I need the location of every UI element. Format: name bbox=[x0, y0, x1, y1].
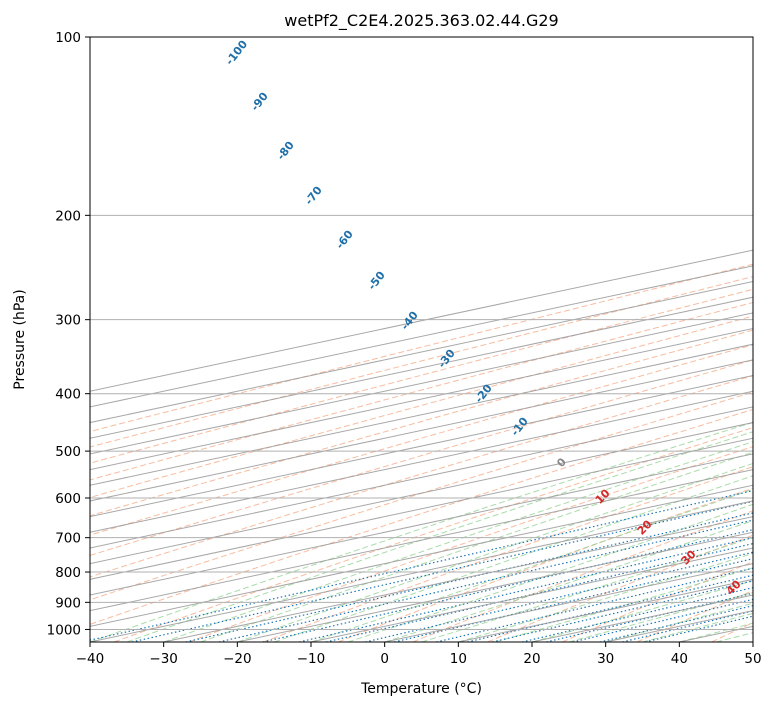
moist-adiabat bbox=[495, 567, 753, 642]
mixing-ratio-line bbox=[365, 551, 753, 642]
mixing-ratio-line bbox=[645, 615, 753, 642]
isotherm-line bbox=[90, 422, 753, 565]
x-tick-label: 10 bbox=[450, 651, 467, 667]
isotherm-line bbox=[90, 469, 753, 612]
plot-frame bbox=[89, 36, 754, 643]
dry-adiabat bbox=[188, 446, 753, 642]
moist-adiabat bbox=[531, 580, 753, 642]
axes: −40 −30 −20 −10 0 10 20 30 40 50 100 200 300 400 500 60… bbox=[47, 30, 762, 667]
x-tick-label: 50 bbox=[744, 651, 761, 667]
dry-adiabat bbox=[90, 359, 753, 556]
x-tick-label: 30 bbox=[597, 651, 614, 667]
isotherm-line bbox=[90, 453, 753, 596]
dry-adiabat bbox=[263, 466, 753, 642]
isotherm-line bbox=[90, 265, 753, 408]
y-tick-label: 400 bbox=[55, 387, 81, 403]
dry-adiabat bbox=[90, 375, 753, 578]
isotherm-line bbox=[90, 437, 753, 580]
y-tick-label: 600 bbox=[55, 491, 81, 507]
isotherm-line bbox=[90, 312, 753, 455]
dry-adiabat bbox=[90, 263, 753, 433]
y-axis-label: Pressure (hPa) bbox=[12, 289, 28, 389]
dry-adiabat bbox=[113, 427, 753, 642]
chart-title: wetPf2_C2E4.2025.363.02.44.G29 bbox=[284, 11, 558, 31]
isotherm-line bbox=[90, 500, 753, 642]
mixing-ratio-line bbox=[325, 542, 753, 642]
y-tick-label: 700 bbox=[55, 531, 81, 547]
isotherm-line bbox=[90, 249, 753, 392]
x-tick-label: −30 bbox=[149, 651, 178, 667]
isotherm-line bbox=[90, 280, 753, 424]
isotherm-line bbox=[90, 484, 753, 627]
x-tick-label: 40 bbox=[671, 651, 688, 667]
x-tick-label: −20 bbox=[223, 651, 252, 667]
x-tick-label: 20 bbox=[523, 651, 540, 667]
dry-adiabat bbox=[90, 288, 753, 464]
mixing-ratio-line bbox=[622, 610, 753, 642]
y-tick-label: 200 bbox=[55, 208, 81, 224]
y-tick-label: 100 bbox=[55, 30, 81, 46]
x-tick-label: −40 bbox=[76, 651, 105, 667]
moist-adiabat bbox=[237, 462, 753, 642]
y-tick-label: 900 bbox=[55, 595, 81, 611]
y-tick-label: 1000 bbox=[47, 622, 81, 638]
x-tick-label: 0 bbox=[380, 651, 389, 667]
y-tick-label: 800 bbox=[55, 565, 81, 581]
dry-adiabat bbox=[90, 301, 753, 481]
mixing-ratio-line bbox=[262, 529, 753, 642]
y-tick-label: 300 bbox=[55, 313, 81, 329]
moist-adiabat bbox=[163, 441, 753, 642]
x-tick-label: −10 bbox=[297, 651, 326, 667]
moist-adiabat bbox=[384, 520, 753, 642]
isotherm-line bbox=[90, 296, 753, 439]
isotherm-line bbox=[90, 406, 753, 549]
moist-adiabat bbox=[90, 421, 753, 642]
x-axis-label: Temperature (°C) bbox=[360, 681, 482, 697]
moist-adiabat bbox=[458, 552, 753, 642]
isotherm-line bbox=[163, 516, 753, 642]
mixing-ratio-line bbox=[299, 537, 753, 642]
moist-adiabat bbox=[274, 475, 753, 642]
isotherm-line bbox=[237, 531, 753, 642]
isotherm-line bbox=[90, 328, 753, 471]
moist-adiabat bbox=[126, 431, 753, 642]
y-tick-label: 500 bbox=[55, 444, 81, 460]
